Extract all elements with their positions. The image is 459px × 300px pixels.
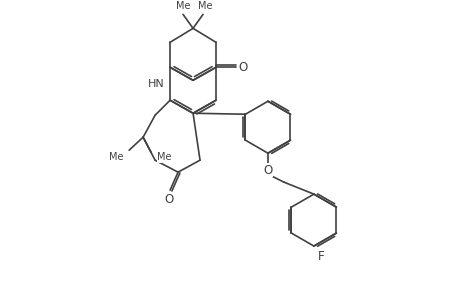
- Text: Me: Me: [197, 2, 212, 11]
- Text: O: O: [263, 164, 272, 177]
- Text: F: F: [317, 250, 324, 262]
- Text: Me: Me: [157, 152, 171, 162]
- Text: Me: Me: [175, 2, 190, 11]
- Text: HN: HN: [147, 79, 164, 89]
- Text: O: O: [164, 193, 174, 206]
- Text: O: O: [238, 61, 247, 74]
- Text: Me: Me: [108, 152, 123, 162]
